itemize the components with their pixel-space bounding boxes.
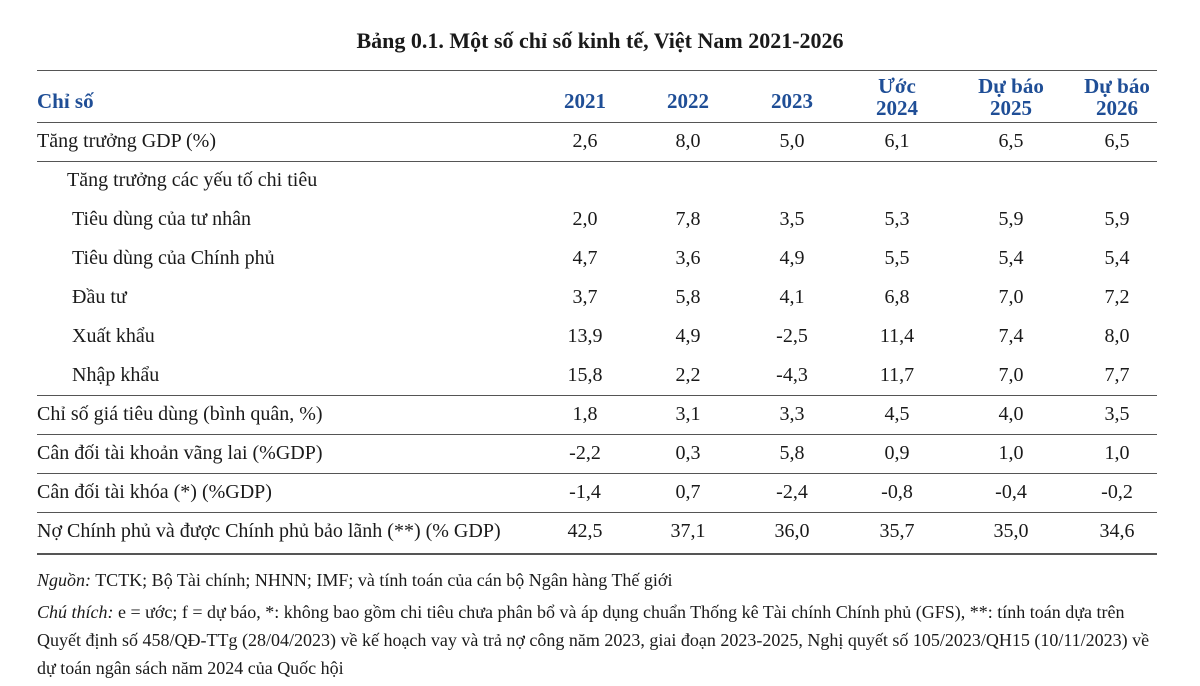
- cell-value: 5,8: [779, 442, 805, 464]
- cell-value: -4,3: [776, 364, 808, 386]
- row-label: Xuất khẩu: [72, 325, 155, 347]
- cell-value: 5,4: [998, 247, 1024, 269]
- note: Chú thích: e = ước; f = dự báo, *: không…: [37, 598, 1162, 682]
- notes: Nguồn: TCTK; Bộ Tài chính; NHNN; IMF; và…: [37, 566, 1162, 686]
- cell-value: 7,2: [1104, 286, 1130, 308]
- cell-value: 36,0: [774, 520, 810, 542]
- cell-value: 4,9: [779, 247, 805, 269]
- cell-value: 7,4: [998, 325, 1024, 347]
- cell-value: 7,8: [675, 208, 701, 230]
- table-title: Bảng 0.1. Một số chỉ số kinh tế, Việt Na…: [356, 28, 844, 53]
- cell-value: 37,1: [670, 520, 706, 542]
- header-cell: 2022: [667, 89, 709, 113]
- header-cell: 2023: [771, 89, 813, 113]
- cell-value: 3,1: [675, 403, 701, 425]
- cell-value: 0,7: [675, 481, 701, 503]
- rule: [37, 512, 1157, 513]
- cell-value: 1,0: [998, 442, 1024, 464]
- cell-value: 1,0: [1104, 442, 1130, 464]
- cell-value: 3,7: [572, 286, 598, 308]
- row-label: Đầu tư: [72, 286, 127, 308]
- cell-value: 6,1: [884, 130, 910, 152]
- cell-value: -2,2: [569, 442, 601, 464]
- cell-value: 42,5: [567, 520, 603, 542]
- rule: [37, 122, 1157, 123]
- cell-value: 5,9: [998, 208, 1024, 230]
- cell-value: 3,5: [1104, 403, 1130, 425]
- note-lead: Nguồn:: [37, 570, 91, 590]
- row-label: Chỉ số giá tiêu dùng (bình quân, %): [37, 403, 323, 425]
- cell-value: 4,5: [884, 403, 910, 425]
- row-label: Tăng trưởng các yếu tố chi tiêu: [67, 169, 318, 191]
- row-label: Cân đối tài khoản vãng lai (%GDP): [37, 442, 323, 464]
- cell-value: -1,4: [569, 481, 601, 503]
- cell-value: 8,0: [675, 130, 701, 152]
- cell-value: -2,5: [776, 325, 808, 347]
- cell-value: 6,5: [1104, 130, 1130, 152]
- cell-value: 0,9: [884, 442, 910, 464]
- cell-value: 6,8: [884, 286, 910, 308]
- cell-value: 4,0: [998, 403, 1024, 425]
- cell-value: -0,8: [881, 481, 913, 503]
- cell-value: 5,0: [779, 130, 805, 152]
- cell-value: 15,8: [567, 364, 603, 386]
- cell-value: 7,0: [998, 364, 1024, 386]
- cell-value: 2,0: [572, 208, 598, 230]
- header-cell: 2024: [876, 96, 918, 120]
- cell-value: 5,9: [1104, 208, 1130, 230]
- rule: [37, 553, 1157, 555]
- header-cell: Dự báo: [978, 74, 1044, 98]
- rule: [37, 70, 1157, 71]
- cell-value: 5,4: [1104, 247, 1130, 269]
- header-cell: 2026: [1096, 96, 1138, 120]
- cell-value: 4,9: [675, 325, 701, 347]
- rule: [37, 434, 1157, 435]
- cell-value: 7,0: [998, 286, 1024, 308]
- cell-value: 13,9: [567, 325, 603, 347]
- row-label: Nợ Chính phủ và được Chính phủ bảo lãnh …: [37, 520, 501, 542]
- cell-value: 7,7: [1104, 364, 1130, 386]
- cell-value: 5,3: [884, 208, 910, 230]
- row-label: Tiêu dùng của Chính phủ: [72, 247, 275, 269]
- cell-value: 11,7: [879, 364, 915, 386]
- header-label: Chỉ số: [37, 89, 94, 113]
- cell-value: -2,4: [776, 481, 808, 503]
- cell-value: 35,0: [993, 520, 1029, 542]
- note-text: e = ước; f = dự báo, *: không bao gồm ch…: [37, 602, 1150, 678]
- cell-value: 2,2: [675, 364, 701, 386]
- header-cell: 2025: [990, 96, 1032, 120]
- row-label: Nhập khẩu: [72, 364, 160, 386]
- cell-value: 3,3: [779, 403, 805, 425]
- cell-value: 5,8: [675, 286, 701, 308]
- cell-value: 1,8: [572, 403, 598, 425]
- cell-value: 35,7: [879, 520, 915, 542]
- cell-value: 34,6: [1099, 520, 1135, 542]
- cell-value: 0,3: [675, 442, 701, 464]
- cell-value: -0,2: [1101, 481, 1133, 503]
- rule: [37, 161, 1157, 162]
- cell-value: 2,6: [572, 130, 598, 152]
- header-cell: Dự báo: [1084, 74, 1150, 98]
- note-text: TCTK; Bộ Tài chính; NHNN; IMF; và tính t…: [95, 570, 673, 590]
- row-label: Tăng trưởng GDP (%): [37, 130, 216, 152]
- cell-value: 5,5: [884, 247, 910, 269]
- cell-value: 4,1: [779, 286, 805, 308]
- cell-value: 6,5: [998, 130, 1024, 152]
- header-cell: Ước: [878, 74, 916, 98]
- note-lead: Chú thích:: [37, 602, 114, 622]
- rule: [37, 473, 1157, 474]
- cell-value: 3,6: [675, 247, 701, 269]
- cell-value: 3,5: [779, 208, 805, 230]
- cell-value: 11,4: [879, 325, 915, 347]
- note: Nguồn: TCTK; Bộ Tài chính; NHNN; IMF; và…: [37, 566, 1162, 594]
- row-label: Cân đối tài khóa (*) (%GDP): [37, 481, 272, 503]
- row-label: Tiêu dùng của tư nhân: [72, 208, 251, 230]
- rule: [37, 395, 1157, 396]
- cell-value: 8,0: [1104, 325, 1130, 347]
- cell-value: 4,7: [572, 247, 598, 269]
- cell-value: -0,4: [995, 481, 1027, 503]
- header-cell: 2021: [564, 89, 606, 113]
